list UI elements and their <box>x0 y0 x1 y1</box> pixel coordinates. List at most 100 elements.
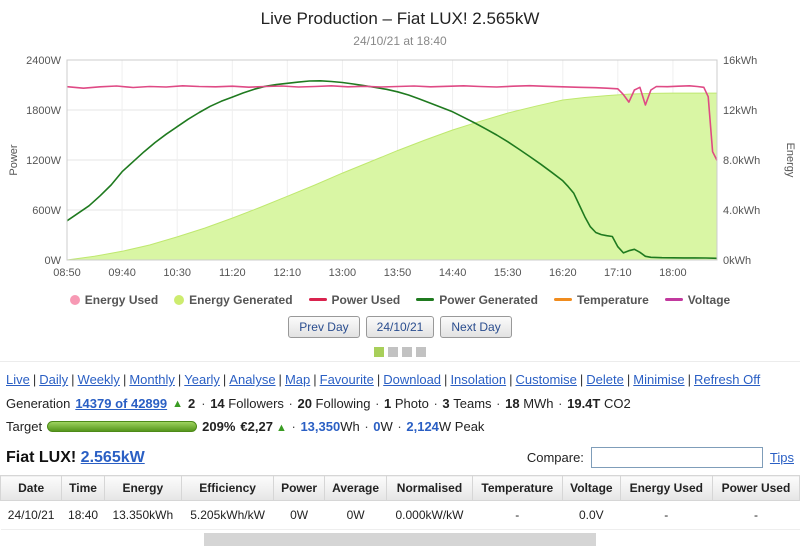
menu-link-map[interactable]: Map <box>284 372 311 387</box>
table-header-row: Date Time Energy Efficiency Power Average Norm… <box>0 475 800 501</box>
target-separator: · <box>287 419 300 434</box>
column-header-energy-used: Energy Used <box>619 475 713 501</box>
column-header-date: Date <box>0 475 63 501</box>
target-separator: · <box>397 419 406 434</box>
stat-separator: · <box>429 396 442 411</box>
table-cell: 0W <box>273 500 325 530</box>
menu-link-favourite[interactable]: Favourite <box>319 372 374 387</box>
menu-separator: | <box>376 372 381 387</box>
stat-label: Teams <box>453 396 492 411</box>
legend-item-power-used: Power Used <box>308 293 400 307</box>
stat-value: 3 <box>442 396 454 411</box>
svg-text:18:00: 18:00 <box>659 267 687 279</box>
svg-text:14:40: 14:40 <box>439 267 467 279</box>
table-cell: 0W <box>324 500 387 530</box>
readings-table: Date Time Energy Efficiency Power Average Norm… <box>0 475 800 530</box>
production-chart-svg: 0W 0kWh 600W 4.0kWh 1200W 8.0kWh 1800W 12kWh 240… <box>8 55 796 279</box>
compare-area: Compare: Tips <box>527 447 794 468</box>
stat-label: CO2 <box>603 396 631 411</box>
menu-link-daily[interactable]: Daily <box>39 372 69 387</box>
target-separator: · <box>364 419 373 434</box>
svg-text:15:30: 15:30 <box>494 267 522 279</box>
system-name: Fiat LUX! <box>6 448 77 466</box>
prev-day-button[interactable]: Prev Day <box>288 316 360 338</box>
tips-link[interactable]: Tips <box>769 450 794 465</box>
next-day-button[interactable]: Next Day <box>440 316 512 338</box>
stat-label: Following <box>315 396 371 411</box>
legend-swatch-icon <box>308 298 327 301</box>
column-header-power-used: Power Used <box>711 475 800 501</box>
stat-separator: · <box>201 396 210 411</box>
stat-separator: · <box>371 396 384 411</box>
menu-link-insolation[interactable]: Insolation <box>450 372 507 387</box>
menu-link-yearly[interactable]: Yearly <box>184 372 220 387</box>
menu-separator: | <box>122 372 127 387</box>
day-navigation: Prev Day 24/10/21 Next Day <box>0 316 800 338</box>
menu-link-live[interactable]: Live <box>6 372 30 387</box>
legend-swatch-icon <box>69 295 80 305</box>
stat-separator: · <box>284 396 297 411</box>
menu-link-minimise[interactable]: Minimise <box>633 372 685 387</box>
generation-stats: · 14 Followers · 20 Following · 1 Photo … <box>200 396 630 411</box>
target-value: 2,124 <box>406 419 439 434</box>
table-cell: - <box>472 500 563 530</box>
svg-text:1800W: 1800W <box>26 105 61 117</box>
table-row: 24/10/21 18:40 13.350kWh 5.205kWh/kW 0W 0W 0.0… <box>0 500 800 530</box>
menu-link-weekly[interactable]: Weekly <box>77 372 120 387</box>
legend-swatch-icon <box>174 295 185 305</box>
legend-item-energy-used: Energy Used <box>69 293 158 307</box>
target-items: €2,27 ▲ · 13,350Wh · 0W · 2,124W Peak <box>240 419 484 434</box>
menu-separator: | <box>222 372 227 387</box>
menu-link-monthly[interactable]: Monthly <box>129 372 175 387</box>
pager-square-4[interactable] <box>416 347 426 357</box>
compare-input[interactable] <box>590 447 763 468</box>
menu-separator: | <box>32 372 37 387</box>
menu-separator: | <box>278 372 282 387</box>
legend-label: Voltage <box>687 293 731 307</box>
date-button[interactable]: 24/10/21 <box>365 316 435 338</box>
svg-text:12kWh: 12kWh <box>723 105 757 117</box>
target-label: Target <box>6 419 43 434</box>
menu-separator: | <box>313 372 317 387</box>
table-cell: - <box>712 500 800 530</box>
table-cell: 5.205kWh/kW <box>181 500 274 530</box>
stat-value: 18 <box>505 396 524 411</box>
pager-square-1[interactable] <box>374 347 384 357</box>
svg-text:11:20: 11:20 <box>219 267 246 279</box>
target-unit: W Peak <box>438 419 485 434</box>
svg-text:08:50: 08:50 <box>53 267 81 279</box>
svg-text:4.0kWh: 4.0kWh <box>723 205 760 217</box>
menu-link-delete[interactable]: Delete <box>586 372 624 387</box>
target-summary: Target 209% €2,27 ▲ · 13,350Wh · 0W · 2,… <box>0 415 800 438</box>
column-header-power: Power <box>273 475 325 501</box>
svg-text:0kWh: 0kWh <box>723 255 751 267</box>
stat-value: 1 <box>384 396 395 411</box>
svg-text:2400W: 2400W <box>26 55 61 67</box>
legend-item-voltage: Voltage <box>664 293 731 307</box>
menu-link-customise[interactable]: Customise <box>515 372 577 387</box>
svg-text:17:10: 17:10 <box>604 267 632 279</box>
svg-text:13:50: 13:50 <box>384 267 412 279</box>
target-unit: Wh <box>340 419 364 434</box>
column-header-voltage: Voltage <box>562 475 621 501</box>
menu-link-analyse[interactable]: Analyse <box>229 372 276 387</box>
pager-square-3[interactable] <box>402 347 412 357</box>
stat-separator: · <box>492 396 505 411</box>
stat-value: 20 <box>297 396 316 411</box>
column-header-energy: Energy <box>103 475 182 501</box>
system-capacity-link[interactable]: 2.565kW <box>80 448 145 466</box>
chart-pager <box>0 347 800 357</box>
generation-summary: Generation 14379 of 42899 ▲ 2 · 14 Follo… <box>0 392 800 415</box>
stat-label: MWh <box>523 396 554 411</box>
table-cell: 13.350kWh <box>104 500 182 530</box>
rank-link[interactable]: 14379 of 42899 <box>75 396 168 411</box>
legend-label: Temperature <box>576 293 649 307</box>
menu-link-refresh-off[interactable]: Refresh Off <box>693 372 761 387</box>
menu-link-download[interactable]: Download <box>383 372 442 387</box>
column-header-efficiency: Efficiency <box>180 475 275 501</box>
stat-separator: · <box>554 396 567 411</box>
svg-text:16kWh: 16kWh <box>723 55 757 67</box>
pager-square-2[interactable] <box>388 347 398 357</box>
svg-text:13:00: 13:00 <box>329 267 357 279</box>
